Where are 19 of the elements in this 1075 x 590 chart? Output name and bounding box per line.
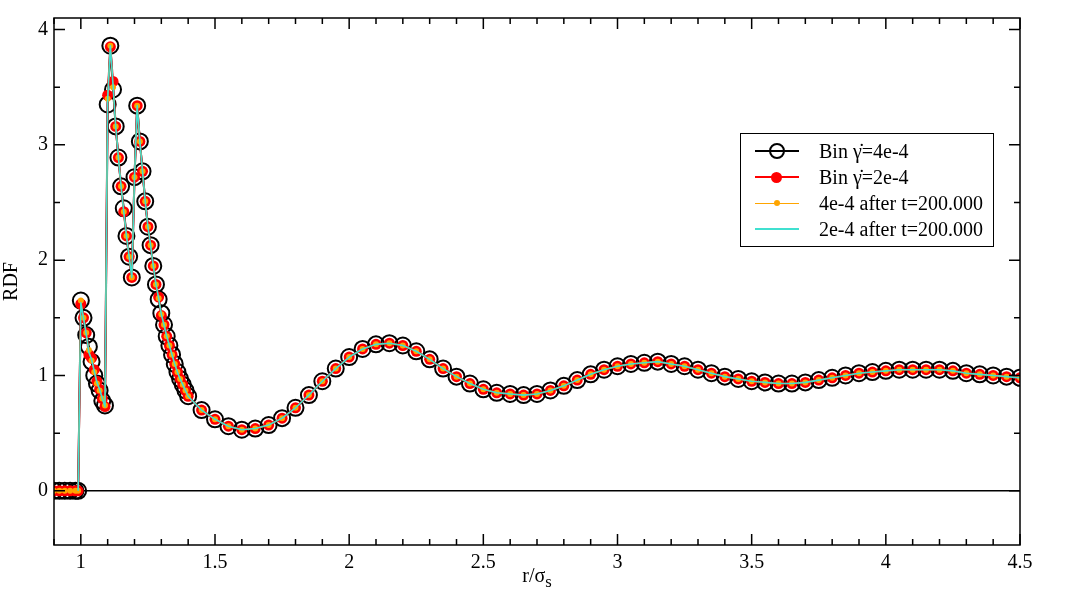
x-tick-label: 1.5 [202,550,228,573]
x-tick-label: 4 [880,550,891,573]
legend-label: 4e-4 after t=200.000 [818,191,983,216]
y-tick-label: 0 [38,478,48,501]
x-axis-title: r/σ$_{s}$ [522,564,552,590]
x-tick-label: 1 [75,550,86,573]
y-tick-label: 3 [38,132,48,155]
legend-label: Bin γ̇=4e-4 [818,139,909,164]
y-tick-label: 1 [38,362,48,385]
y-tick-label: 4 [38,16,48,39]
x-tick-label: 2 [344,550,355,573]
y-tick-label: 2 [38,247,48,270]
y-axis-title: RDF [0,262,22,301]
x-tick-label: 3 [612,550,623,573]
legend-label: Bin γ̇=2e-4 [818,165,909,190]
x-tick-label: 2.5 [470,550,496,573]
x-tick-label: 3.5 [739,550,765,573]
legend-label: 2e-4 after t=200.000 [818,217,983,242]
x-tick-label: 4.5 [1007,550,1033,573]
